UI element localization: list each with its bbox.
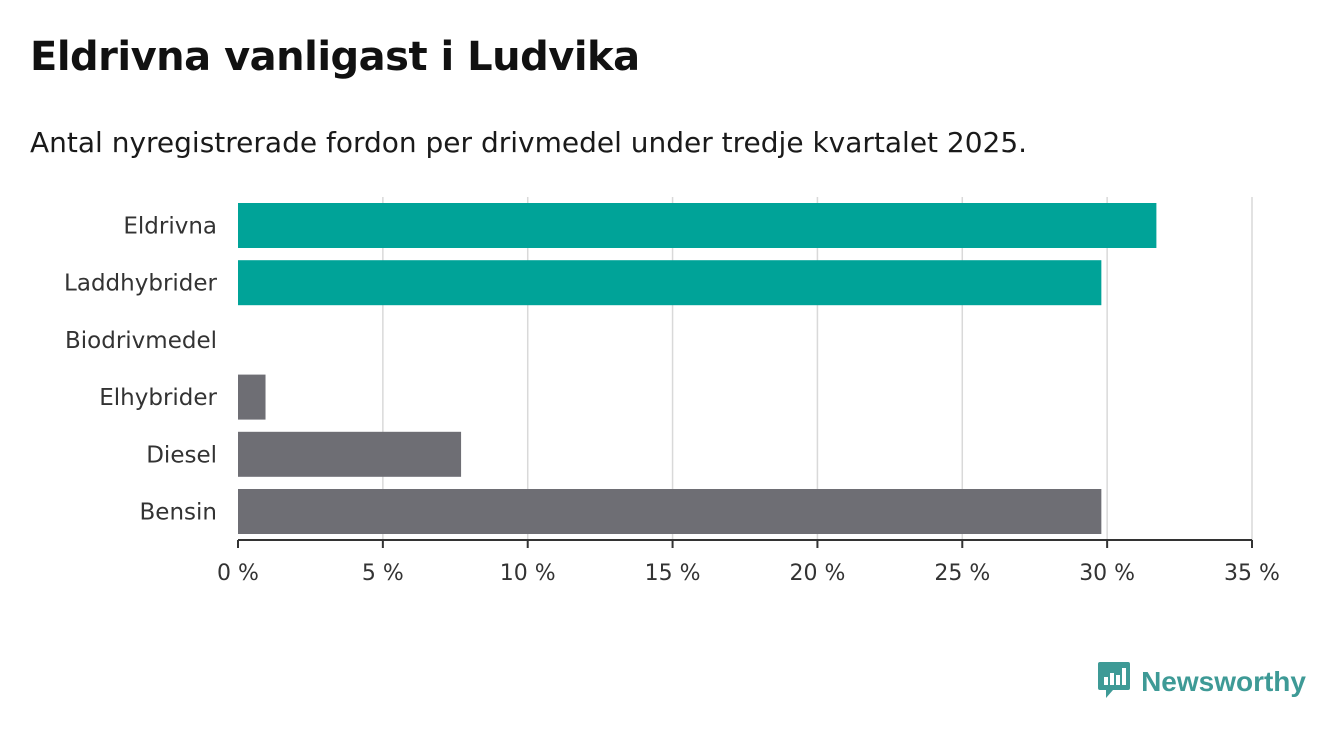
category-label: Diesel (146, 442, 217, 468)
bar-elhybrider (238, 374, 266, 420)
bar-bensin (238, 489, 1102, 534)
bar-laddhybrider (238, 260, 1102, 306)
x-tick-label: 10 % (500, 561, 556, 586)
category-label: Eldrivna (123, 214, 217, 240)
category-label: Bensin (140, 500, 217, 526)
bars (238, 203, 1157, 534)
x-tick-label: 35 % (1224, 561, 1280, 586)
x-tick-label: 20 % (789, 561, 845, 586)
gridlines (382, 197, 1253, 540)
category-label: Elhybrider (99, 385, 217, 411)
x-axis: 0 % 5 % 10 % 15 % 20 % 25 % 30 % 35 % (217, 539, 1280, 586)
newsworthy-brand: Newsworthy (1097, 660, 1306, 704)
x-tick-label: 30 % (1079, 561, 1135, 586)
brand-name: Newsworthy (1141, 666, 1306, 697)
chart-subtitle: Antal nyregistrerade fordon per drivmede… (30, 126, 1028, 159)
x-tick-label: 25 % (934, 561, 990, 586)
bar-diesel (238, 431, 462, 477)
x-tick-label: 5 % (362, 561, 404, 586)
category-labels: Eldrivna Laddhybrider Biodrivmedel Elhybrid… (64, 214, 217, 526)
chart-title: Eldrivna vanligast i Ludvika (30, 34, 640, 80)
category-label: Laddhybrider (64, 271, 217, 297)
category-label: Biodrivmedel (65, 328, 217, 354)
newsworthy-logo-icon (1097, 660, 1131, 704)
x-tick-label: 0 % (217, 561, 259, 586)
x-tick-label: 15 % (645, 561, 701, 586)
bar-eldrivna (238, 203, 1157, 248)
